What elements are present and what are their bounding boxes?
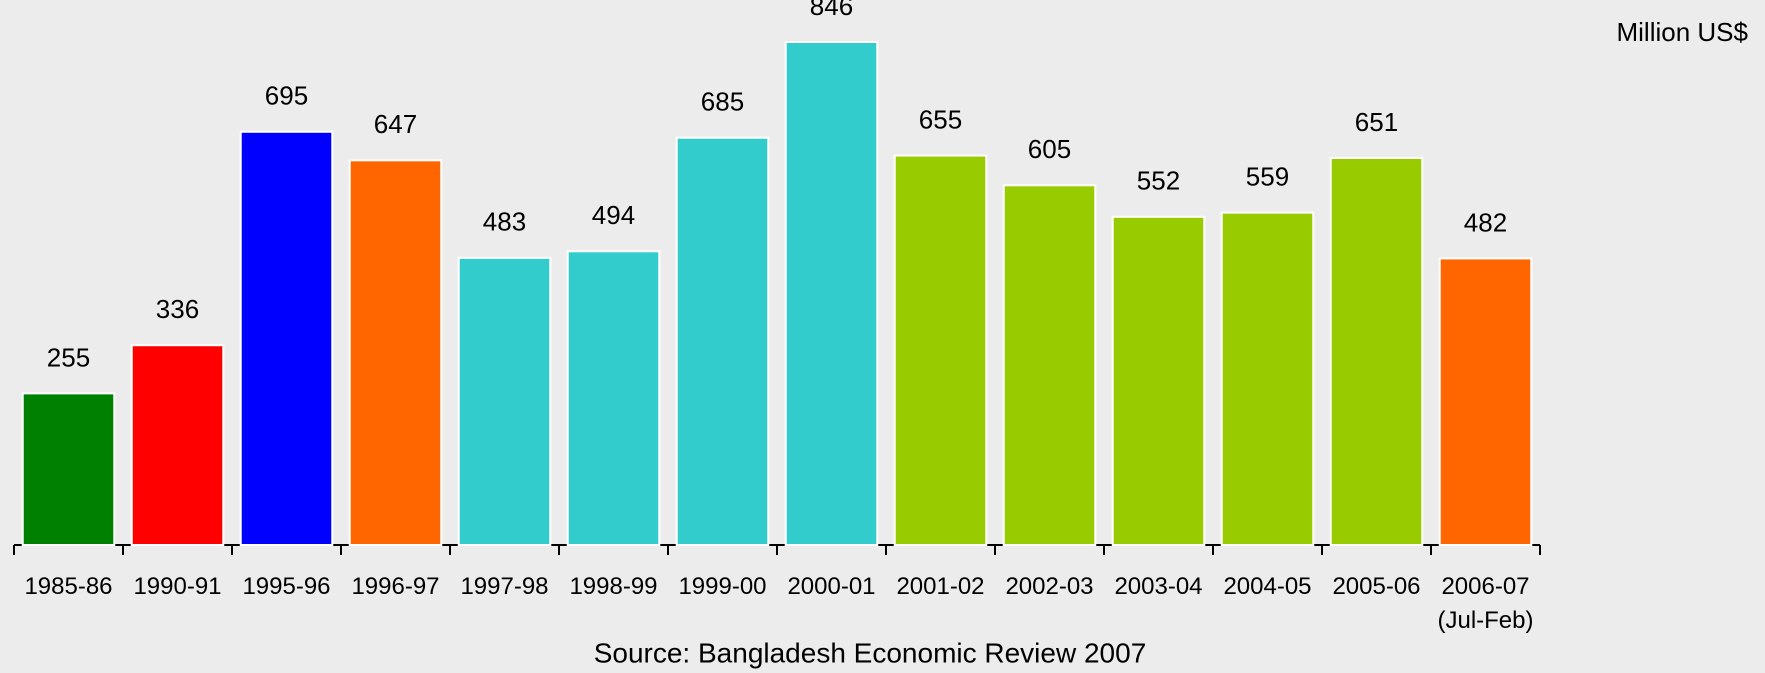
bar (786, 42, 878, 545)
x-tick-label: 1985-86 (7, 570, 131, 604)
x-tick-label: 1999-00 (661, 570, 785, 604)
value-label: 559 (1246, 162, 1289, 192)
x-tick-label: 2004-05 (1206, 570, 1330, 604)
value-label: 655 (919, 104, 962, 134)
value-label: 685 (701, 87, 744, 117)
x-tick-label: 2003-04 (1097, 570, 1221, 604)
value-label: 483 (483, 207, 526, 237)
value-label: 255 (47, 342, 90, 372)
bar (895, 156, 987, 545)
x-tick-label: 1995-96 (225, 570, 349, 604)
value-label: 695 (265, 81, 308, 111)
value-label: 482 (1464, 207, 1507, 237)
bar (132, 345, 224, 545)
value-label: 552 (1137, 166, 1180, 196)
bar (1331, 158, 1423, 545)
value-label: 494 (592, 200, 635, 230)
value-label: 647 (374, 109, 417, 139)
bar (23, 393, 115, 545)
x-tick-label: 1998-99 (552, 570, 676, 604)
x-tick-label: 1996-97 (334, 570, 458, 604)
bar (1004, 185, 1096, 545)
bar (241, 132, 333, 545)
bar (1440, 258, 1532, 545)
bar (350, 160, 442, 545)
x-tick-label: 2006-07 (Jul-Feb) (1424, 570, 1548, 638)
unit-label: Million US$ (1617, 17, 1749, 47)
x-tick-label: 1990-91 (116, 570, 240, 604)
bar (1222, 213, 1314, 545)
value-label: 846 (810, 0, 853, 21)
bar (677, 138, 769, 545)
value-label: 605 (1028, 134, 1071, 164)
value-label: 651 (1355, 107, 1398, 137)
bar (568, 251, 660, 545)
source-note: Source: Bangladesh Economic Review 2007 (594, 637, 1147, 668)
x-tick-label: 1997-98 (443, 570, 567, 604)
x-tick-label: 2002-03 (988, 570, 1112, 604)
x-tick-label: 2000-01 (770, 570, 894, 604)
chart: Million US$ Source: Bangladesh Economic … (0, 0, 1765, 673)
value-label: 336 (156, 294, 199, 324)
x-tick-label: 2001-02 (879, 570, 1003, 604)
bar (459, 258, 551, 545)
x-tick-label: 2005-06 (1315, 570, 1439, 604)
bar (1113, 217, 1205, 545)
